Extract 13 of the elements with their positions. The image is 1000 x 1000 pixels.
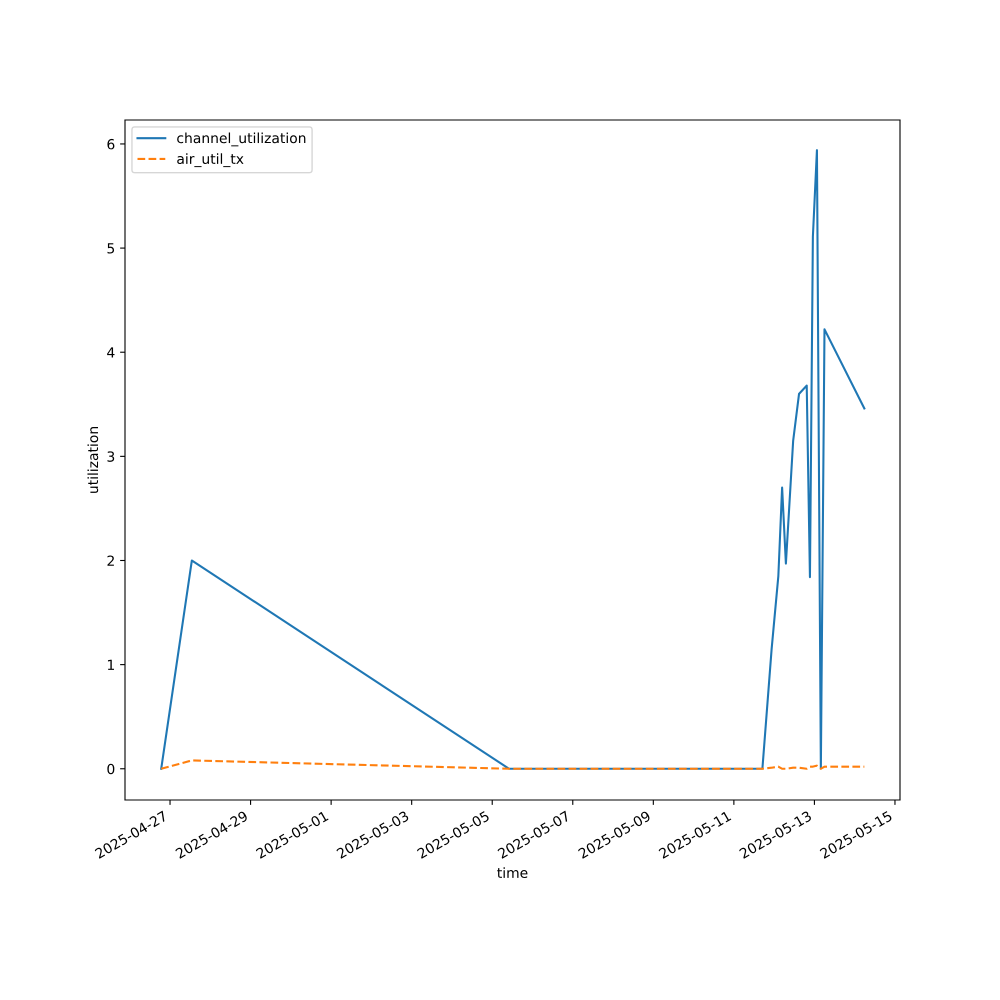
x-axis-title: time	[497, 867, 528, 878]
y-tick-label: 4	[107, 347, 114, 358]
y-tick-label: 1	[108, 660, 114, 670]
y-tick-label: 0	[107, 764, 114, 774]
line-series	[160, 759, 866, 770]
y-tick-label: 6	[107, 138, 114, 150]
y-tick-label: 3	[108, 451, 114, 462]
line-series	[160, 149, 866, 770]
y-axis-title: utilization	[87, 427, 98, 493]
y-tick-label: 5	[108, 243, 114, 254]
y-tick-label: 2	[107, 555, 114, 566]
legend-label: channel_utilization	[177, 132, 306, 146]
legend-label: air_util_tx	[177, 153, 244, 168]
